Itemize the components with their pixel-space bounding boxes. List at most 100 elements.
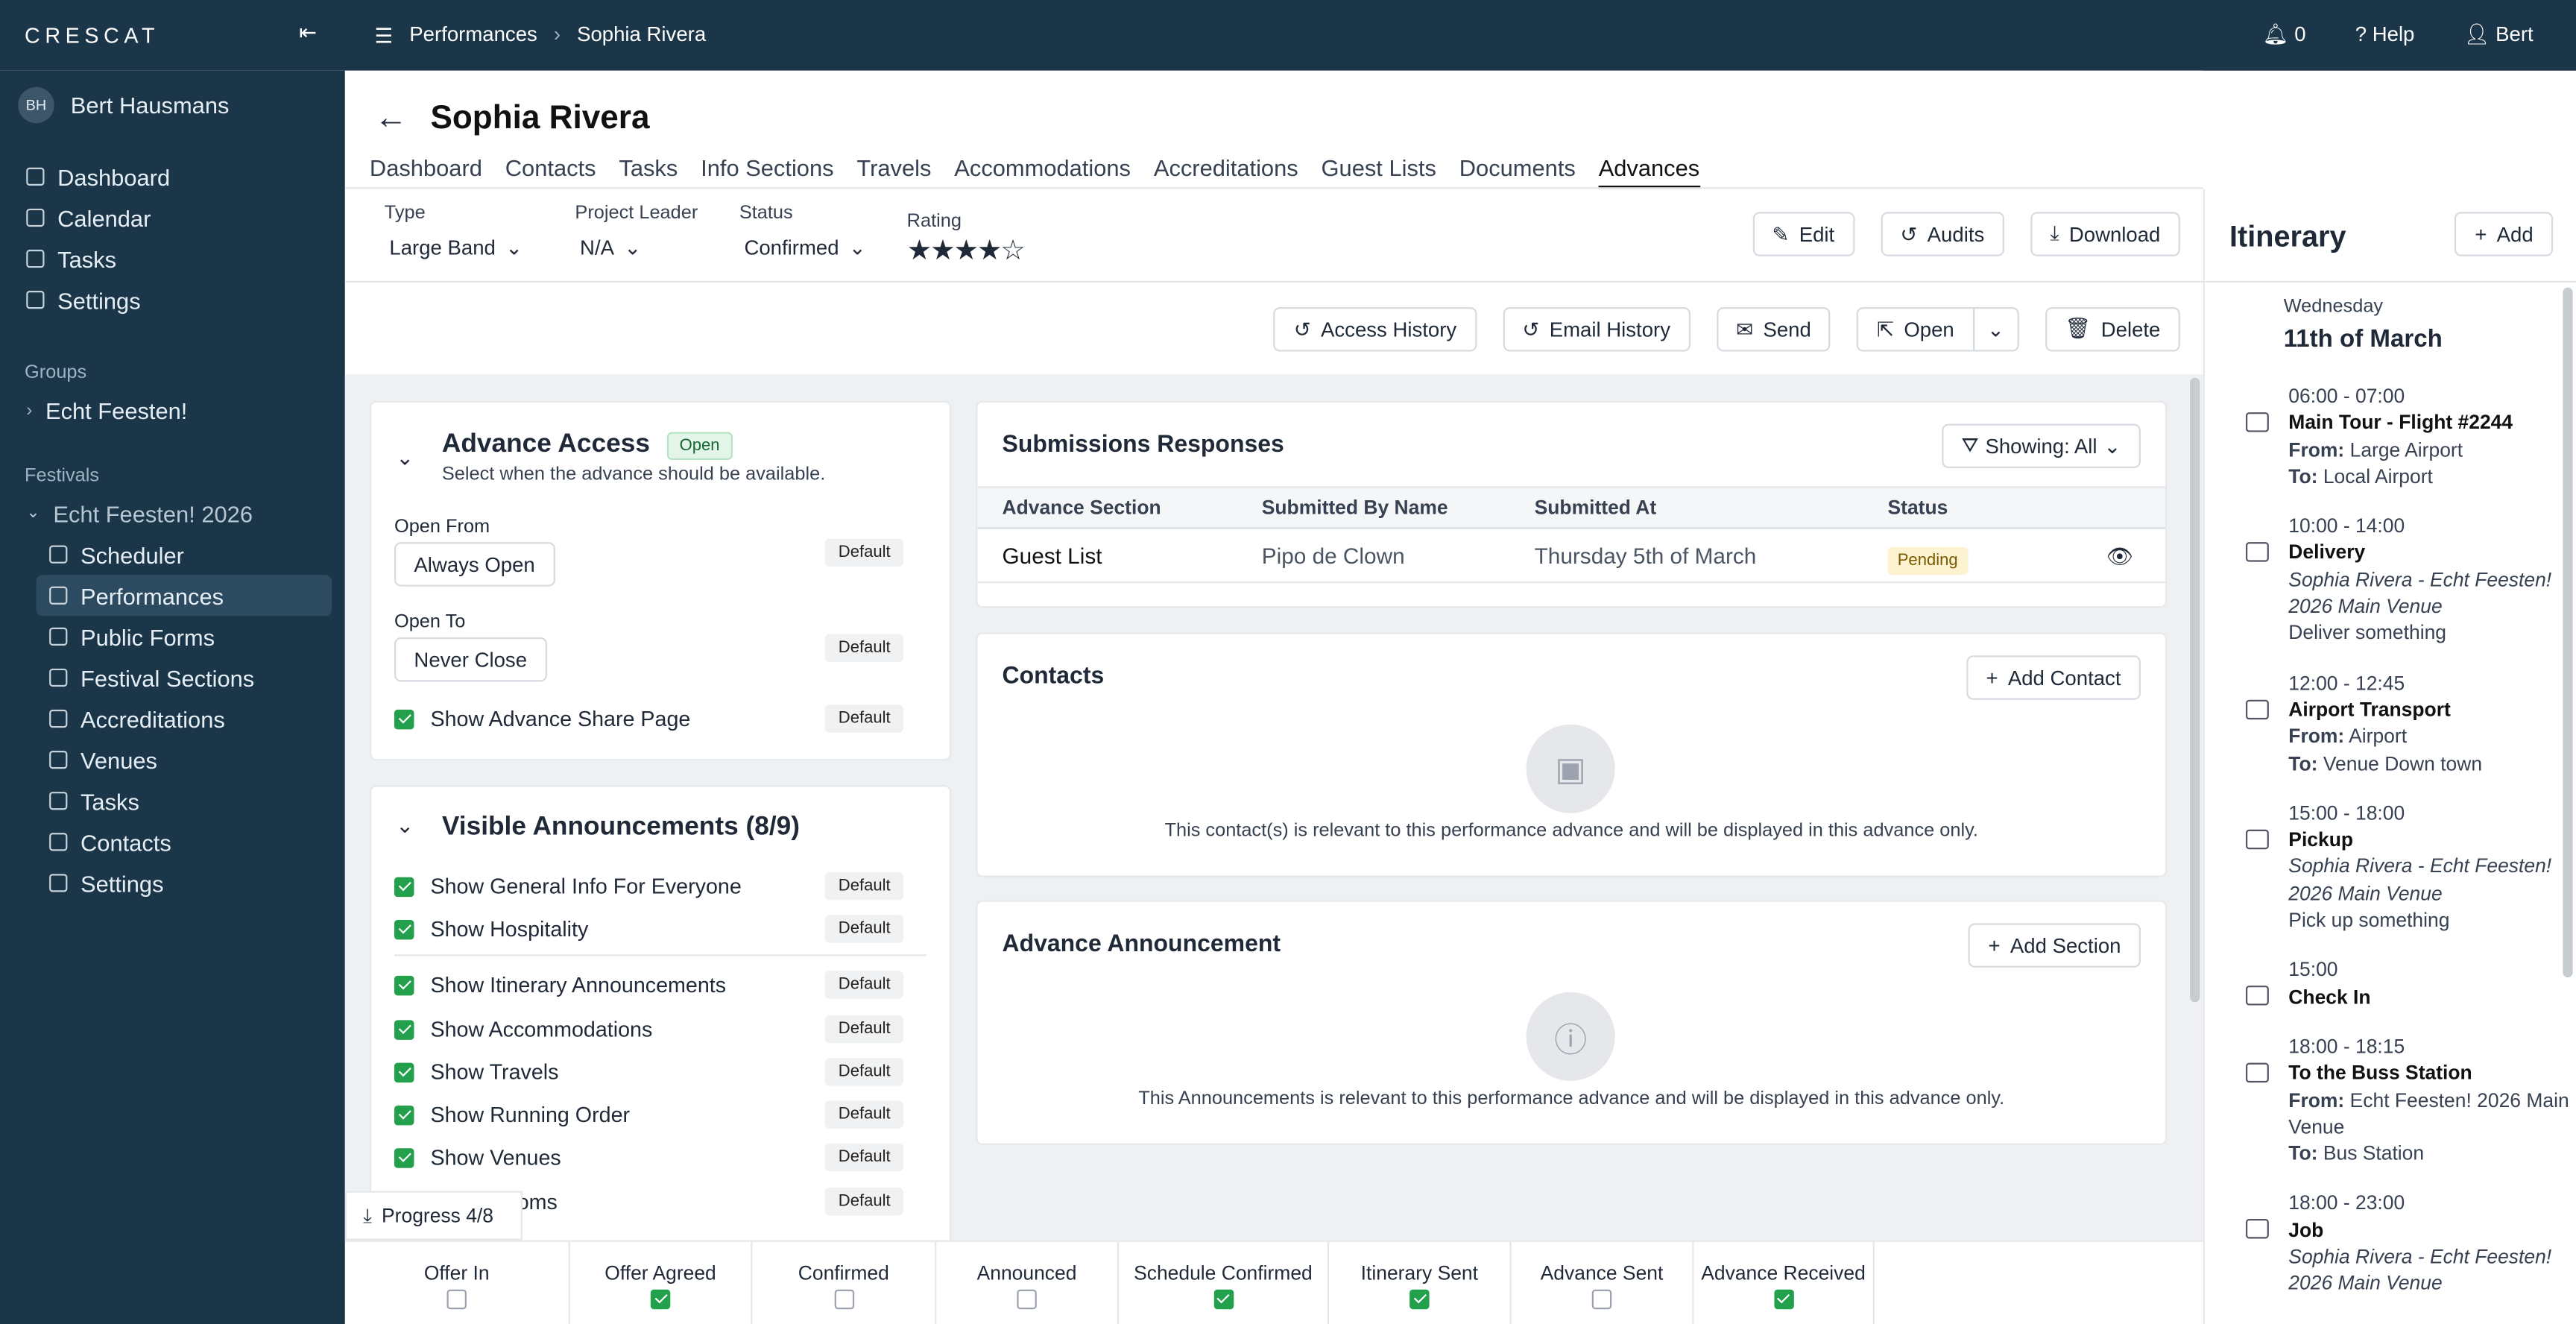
checkbox[interactable] bbox=[394, 918, 414, 939]
toolbar-button[interactable]: ↺ Email History bbox=[1502, 307, 1690, 352]
itinerary-item[interactable]: 06:00 - 07:00 Main Tour - Flight #2244 Fro… bbox=[2205, 382, 2576, 490]
tab[interactable]: Dashboard bbox=[369, 154, 482, 181]
tab[interactable]: Contacts bbox=[505, 154, 596, 181]
checkbox[interactable] bbox=[394, 1019, 414, 1039]
checkbox[interactable] bbox=[1773, 1289, 1793, 1310]
nav-item[interactable]: Settings bbox=[0, 280, 345, 321]
checkbox[interactable] bbox=[1213, 1289, 1234, 1310]
checkbox[interactable] bbox=[833, 1289, 854, 1310]
box bbox=[2190, 377, 2200, 1003]
notifications[interactable]: 🔔︎ 0 bbox=[2262, 22, 2306, 46]
checkbox[interactable] bbox=[650, 1289, 671, 1310]
nav-icon bbox=[49, 792, 68, 810]
festival-item[interactable]: ⌄ Echt Feesten! 2026 bbox=[0, 493, 345, 534]
checkbox[interactable] bbox=[1591, 1289, 1612, 1310]
progress-toggle[interactable]: ⤓ Progress 4/8 bbox=[344, 1191, 523, 1241]
breadcrumb[interactable]: Sophia Rivera bbox=[577, 22, 707, 46]
collapse[interactable]: ⌄ bbox=[396, 813, 414, 838]
group-item[interactable]: › Echt Feesten! bbox=[0, 389, 345, 430]
checkbox[interactable] bbox=[1409, 1289, 1430, 1310]
checkbox[interactable] bbox=[394, 876, 414, 897]
star[interactable]: ★ bbox=[953, 235, 979, 266]
star[interactable]: ★ bbox=[976, 235, 1003, 266]
tab[interactable]: Tasks bbox=[619, 154, 678, 181]
itinerary-item[interactable]: 10:00 - 14:00 Delivery Sophia Rivera - Ech… bbox=[2205, 513, 2576, 647]
checkbox[interactable] bbox=[446, 1289, 467, 1310]
tab[interactable]: Travels bbox=[856, 154, 932, 181]
box: Open To Never Close Default bbox=[394, 613, 904, 682]
nav-label: Public Forms bbox=[80, 623, 215, 650]
user-row[interactable]: BH Bert Hausmans bbox=[18, 86, 345, 124]
festival-nav-item[interactable]: Settings bbox=[36, 863, 332, 904]
toolbar-button[interactable]: ↺ Access History bbox=[1274, 307, 1477, 352]
itinerary-item[interactable]: 12:00 - 12:45 Airport Transport From: Airp… bbox=[2205, 669, 2576, 777]
itinerary-item[interactable]: 15:00 - 18:00 Pickup Sophia Rivera - Echt … bbox=[2205, 800, 2576, 934]
checkbox[interactable] bbox=[394, 1062, 414, 1082]
add-button[interactable]: + Add Section bbox=[1969, 923, 2141, 968]
action-button[interactable]: ⤓ Download bbox=[2030, 212, 2180, 256]
filter-button[interactable]: ⛛ Showing: All ⌄ bbox=[1942, 423, 2141, 468]
help-menu[interactable]: ? Help bbox=[2355, 22, 2415, 46]
item-time: 15:00 bbox=[2288, 958, 2338, 982]
checkbox[interactable] bbox=[1017, 1289, 1037, 1310]
tab[interactable]: Accreditations bbox=[1153, 154, 1298, 181]
open-dropdown[interactable]: ⌄ bbox=[1972, 307, 2019, 352]
checkbox[interactable] bbox=[394, 974, 414, 995]
itinerary-item[interactable]: 18:00 - 23:00 Job Sophia Rivera - Echt Fee… bbox=[2205, 1190, 2576, 1297]
tab[interactable]: Info Sections bbox=[701, 154, 834, 181]
star[interactable]: ☆ bbox=[1000, 235, 1026, 266]
progress-step: Offer Agreed bbox=[570, 1241, 753, 1324]
festival-nav-item[interactable]: Scheduler bbox=[36, 534, 332, 575]
setting-value[interactable]: Always Open bbox=[394, 542, 555, 587]
add-button[interactable]: + Add Contact bbox=[1966, 655, 2141, 700]
nav-icon bbox=[49, 874, 68, 892]
star[interactable]: ★ bbox=[930, 235, 956, 266]
itinerary-item[interactable]: 15:00 Check In bbox=[2205, 956, 2576, 1010]
toolbar-button[interactable]: ⇱ Open bbox=[1857, 307, 1974, 352]
itinerary-item[interactable]: 18:00 - 18:15 To the Buss Station From: Ec… bbox=[2205, 1033, 2576, 1167]
back-button[interactable]: ← bbox=[374, 100, 408, 136]
tab[interactable]: Guest Lists bbox=[1321, 154, 1436, 181]
star[interactable]: ★ bbox=[906, 235, 932, 266]
item-icon bbox=[2246, 542, 2269, 563]
toolbar-button[interactable]: ✉ Send bbox=[1716, 307, 1831, 352]
collapse[interactable]: ⌄ bbox=[396, 445, 414, 470]
checkbox[interactable] bbox=[394, 708, 414, 729]
view-button[interactable]: 👁︎ bbox=[2106, 543, 2134, 569]
field-value[interactable]: N/A ⌄ bbox=[575, 235, 698, 259]
festival-nav-item[interactable]: Public Forms bbox=[36, 616, 332, 657]
nav-item[interactable]: Tasks bbox=[0, 239, 345, 280]
action-button[interactable]: ✎ Edit bbox=[1752, 212, 1854, 256]
nav-item[interactable]: Calendar bbox=[0, 197, 345, 238]
festival-nav-item[interactable]: Festival Sections bbox=[36, 657, 332, 698]
nav-item[interactable]: Dashboard bbox=[0, 156, 345, 197]
field-value[interactable]: Confirmed ⌄ bbox=[739, 235, 865, 259]
step-label: Confirmed bbox=[798, 1261, 889, 1285]
festival-nav-item[interactable]: Contacts bbox=[36, 822, 332, 863]
tab[interactable]: Documents bbox=[1459, 154, 1576, 181]
card-title: Contacts bbox=[1002, 663, 1105, 690]
nav-label: Festival Sections bbox=[80, 664, 255, 691]
default-tag: Default bbox=[825, 1100, 904, 1129]
nav-icon bbox=[49, 668, 68, 687]
breadcrumb[interactable]: Performances bbox=[409, 22, 537, 46]
step-label: Announced bbox=[976, 1261, 1077, 1285]
festival-nav-item[interactable]: Tasks bbox=[36, 781, 332, 822]
nav-label: Calendar bbox=[57, 204, 151, 231]
setting-value[interactable]: Never Close bbox=[394, 637, 547, 682]
festival-nav-item[interactable]: Performances bbox=[36, 575, 332, 617]
festival-nav-item[interactable]: Accreditations bbox=[36, 698, 332, 739]
tab[interactable]: Accommodations bbox=[954, 154, 1131, 181]
action-button[interactable]: ↺ Audits bbox=[1880, 212, 2004, 256]
field-value[interactable]: Large Band ⌄ bbox=[385, 235, 523, 259]
checkbox[interactable] bbox=[394, 1147, 414, 1167]
tab[interactable]: Advances bbox=[1598, 154, 1700, 189]
add-button[interactable]: + Add bbox=[2455, 212, 2554, 256]
user-menu[interactable]: 👤︎ Bert bbox=[2463, 22, 2534, 46]
collapse-button[interactable]: ⇤ bbox=[299, 19, 318, 45]
festival-nav-item[interactable]: Venues bbox=[36, 740, 332, 781]
toolbar-button[interactable]: 🗑︎ Delete bbox=[2045, 307, 2180, 352]
checkbox[interactable] bbox=[394, 1104, 414, 1125]
setting-label: Open From bbox=[394, 517, 490, 538]
